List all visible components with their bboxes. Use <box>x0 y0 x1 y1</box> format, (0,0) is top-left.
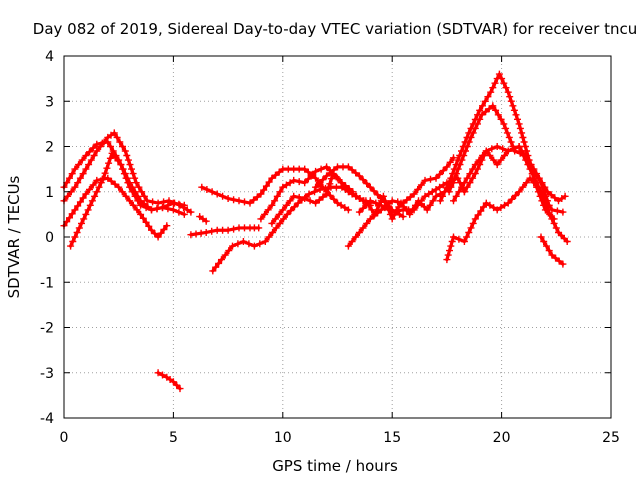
series-arc-8 <box>187 224 263 239</box>
series-markers <box>344 154 457 250</box>
y-tick-label: -3 <box>40 366 54 382</box>
series-markers <box>196 213 210 225</box>
tick-labels: 0 5 10 15 20 25 -4 -3 -2 -1 0 1 2 3 4 <box>40 49 620 446</box>
y-tick-label: 3 <box>45 94 54 110</box>
y-axis-title: SDTVAR / TECUs <box>5 175 23 298</box>
grid <box>64 56 611 418</box>
x-tick-label: 10 <box>274 430 292 446</box>
y-tick-label: -4 <box>40 411 54 427</box>
y-tick-label: 4 <box>45 49 54 65</box>
x-tick-label: 25 <box>602 430 620 446</box>
series-arc-11 <box>268 170 357 227</box>
y-tick-label: 1 <box>45 185 54 201</box>
x-tick-label: 5 <box>169 430 178 446</box>
series-markers <box>67 149 188 250</box>
series-arc-5 <box>154 369 184 393</box>
y-tick-label: -1 <box>40 275 54 291</box>
x-axis-title: GPS time / hours <box>272 457 398 475</box>
x-tick-label: 15 <box>383 430 401 446</box>
series-markers <box>537 233 567 268</box>
series-markers <box>154 369 184 393</box>
axis-ticks <box>63 55 612 419</box>
series-markers <box>443 174 571 264</box>
series-arc-17 <box>445 102 569 205</box>
x-tick-label: 20 <box>493 430 511 446</box>
series-arc-6 <box>196 213 210 225</box>
chart-title: Day 082 of 2019, Sidereal Day-to-day VTE… <box>33 20 637 38</box>
series-markers <box>268 170 357 227</box>
y-tick-label: 0 <box>45 230 54 246</box>
x-tick-label: 0 <box>60 430 69 446</box>
series-markers <box>198 165 352 214</box>
series-arc-20 <box>460 143 551 205</box>
series-markers <box>460 143 551 205</box>
data-series-group <box>60 70 571 393</box>
series-arc-21 <box>537 233 567 268</box>
series-markers <box>187 224 263 239</box>
y-tick-label: 2 <box>45 140 54 156</box>
series-arc-4 <box>67 149 188 250</box>
series-arc-19 <box>443 174 571 264</box>
y-tick-label: -2 <box>40 321 54 337</box>
